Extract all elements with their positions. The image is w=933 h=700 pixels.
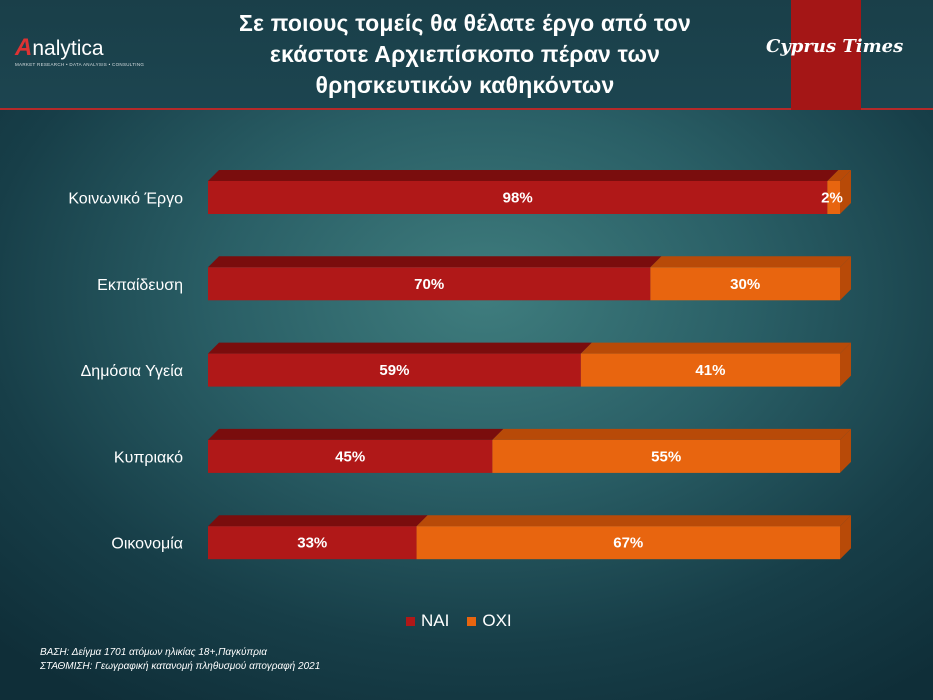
footnote: ΒΑΣΗ: Δείγμα 1701 ατόμων ηλικίας 18+,Παγ… bbox=[40, 646, 320, 674]
footnote-base: ΒΑΣΗ: Δείγμα 1701 ατόμων ηλικίας 18+,Παγ… bbox=[40, 647, 267, 658]
title-line-2: εκάστοτε Αρχιεπίσκοπο πέραν των bbox=[269, 41, 661, 67]
bar-oxi-4 bbox=[416, 526, 840, 560]
legend-swatch-nai bbox=[406, 616, 415, 626]
data-label-oxi-1: 30% bbox=[730, 276, 760, 293]
chart-legend: ΝΑΙ ΟΧΙ bbox=[406, 611, 530, 631]
bar-nai-1 bbox=[208, 267, 651, 301]
cyprus-times-logo: Cyprus Times bbox=[766, 36, 904, 57]
data-label-nai-4: 33% bbox=[297, 535, 327, 552]
bar-top-nai-1 bbox=[208, 256, 662, 268]
bar-top-oxi-4 bbox=[416, 515, 851, 527]
bar-side-3 bbox=[840, 428, 851, 473]
logo-tagline: MARKET RESEARCH • DATA ANALYSIS • CONSUL… bbox=[15, 62, 145, 67]
category-label-2: Δημόσια Υγεία bbox=[81, 363, 183, 380]
data-label-nai-1: 70% bbox=[414, 276, 444, 293]
legend-swatch-oxi bbox=[467, 616, 477, 626]
bar-top-nai-4 bbox=[208, 515, 428, 527]
bar-oxi-3 bbox=[492, 439, 840, 473]
bar-oxi-2 bbox=[580, 353, 840, 387]
title-line-3: θρησκευτικών καθηκόντων bbox=[315, 72, 615, 98]
bar-side-4 bbox=[840, 515, 851, 560]
category-label-0: Κοινωνικό Έργο bbox=[68, 191, 183, 208]
bar-nai-4 bbox=[208, 526, 417, 560]
bar-top-oxi-2 bbox=[580, 342, 851, 354]
category-label-4: Οικονομία bbox=[111, 536, 183, 553]
data-label-oxi-3: 55% bbox=[651, 448, 681, 465]
data-label-nai-2: 59% bbox=[379, 362, 409, 379]
legend-label-nai: ΝΑΙ bbox=[421, 611, 450, 630]
header-divider bbox=[0, 108, 933, 110]
data-label-oxi-2: 41% bbox=[695, 362, 725, 379]
data-label-nai-0: 98% bbox=[503, 190, 533, 207]
bar-nai-0 bbox=[208, 181, 828, 214]
legend-item-nai: ΝΑΙ bbox=[406, 611, 449, 631]
bar-top-oxi-3 bbox=[492, 428, 851, 440]
bar-oxi-1 bbox=[650, 267, 840, 301]
category-label-3: Κυπριακό bbox=[114, 449, 183, 466]
bar-top-oxi-0 bbox=[827, 170, 851, 181]
bar-oxi-0 bbox=[827, 181, 840, 214]
data-label-nai-3: 45% bbox=[335, 448, 365, 465]
header-band bbox=[0, 0, 933, 108]
bar-nai-2 bbox=[208, 353, 581, 387]
bar-side-2 bbox=[840, 342, 851, 387]
bar-side-0 bbox=[840, 170, 851, 214]
legend-item-oxi: ΟΧΙ bbox=[467, 611, 512, 631]
bar-top-nai-3 bbox=[208, 428, 504, 440]
data-label-oxi-0: 2% bbox=[821, 190, 843, 207]
data-label-oxi-4: 67% bbox=[613, 535, 643, 552]
bar-top-oxi-1 bbox=[650, 256, 851, 268]
logo-initial: A bbox=[15, 34, 33, 61]
footnote-weighting: ΣΤΑΘΜΙΣΗ: Γεωγραφική κατανομή πληθυσμού … bbox=[40, 661, 321, 672]
bar-top-nai-2 bbox=[208, 342, 592, 354]
logo-word: nalytica bbox=[32, 37, 104, 60]
bar-side-1 bbox=[840, 256, 851, 301]
chart-title: Σε ποιους τομείς θα θέλατε έργο από τον … bbox=[185, 8, 745, 101]
title-line-1: Σε ποιους τομείς θα θέλατε έργο από τον bbox=[239, 10, 691, 36]
analytica-logo: Analytica MARKET RESEARCH • DATA ANALYSI… bbox=[15, 34, 145, 68]
bar-nai-3 bbox=[208, 439, 493, 473]
legend-label-oxi: ΟΧΙ bbox=[482, 611, 512, 630]
brand-accent-panel bbox=[791, 0, 861, 110]
bar-top-nai-0 bbox=[208, 170, 839, 181]
category-label-1: Εκπαίδευση bbox=[97, 277, 183, 294]
